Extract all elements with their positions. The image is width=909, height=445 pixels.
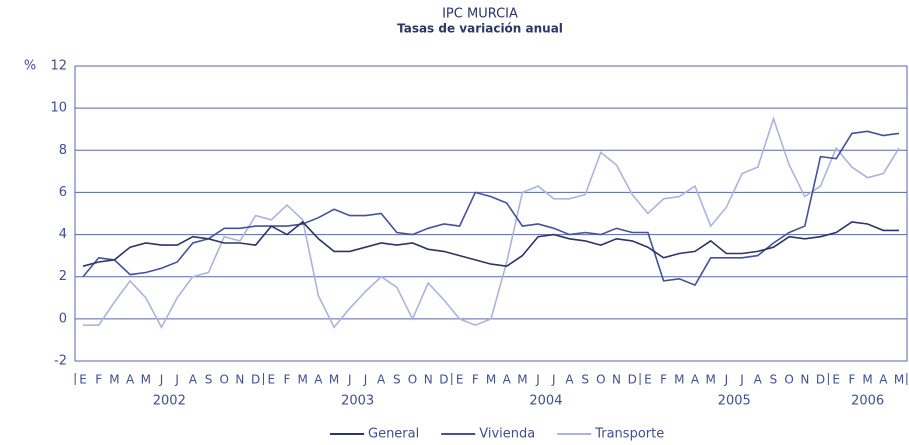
x-tick-label: F	[848, 373, 855, 387]
x-tick-label: N	[235, 373, 244, 387]
x-tick-label: J	[174, 373, 179, 387]
y-tick-label: -2	[54, 354, 67, 369]
y-tick-label: 2	[59, 269, 67, 284]
x-tick-label: M	[486, 373, 496, 387]
x-tick-label: A	[189, 373, 198, 387]
y-tick-label: 4	[59, 227, 67, 242]
series-line	[83, 116, 900, 330]
x-tick-label: M	[706, 373, 716, 387]
x-tick-label: D	[628, 373, 637, 387]
x-tick-label: O	[408, 373, 417, 387]
x-tick-label: N	[424, 373, 433, 387]
x-tick-label: E	[456, 373, 464, 387]
x-tick-label: A	[879, 373, 888, 387]
x-tick-label: J	[159, 373, 164, 387]
x-tick-label: E	[832, 373, 840, 387]
x-tick-label: A	[503, 373, 512, 387]
x-tick-label: E	[79, 373, 87, 387]
legend-label: General	[368, 427, 419, 442]
x-tick-label: J	[739, 373, 744, 387]
y-tick-label: 6	[59, 185, 67, 200]
legend-label: Transporte	[594, 427, 664, 442]
x-tick-label: O	[596, 373, 605, 387]
x-tick-label: E	[268, 373, 276, 387]
x-tick-label: M	[862, 373, 872, 387]
x-tick-label: O	[220, 373, 229, 387]
x-tick-label: M	[674, 373, 684, 387]
x-tick-label: J	[535, 373, 540, 387]
x-tick-label: J	[347, 373, 352, 387]
x-tick-label: A	[754, 373, 763, 387]
x-tick-label: E	[644, 373, 652, 387]
series-line	[82, 220, 899, 268]
x-tick-label: F	[472, 373, 479, 387]
series-line	[82, 130, 900, 287]
x-tick-label: M	[298, 373, 308, 387]
x-tick-label: S	[393, 373, 401, 387]
y-tick-label: 0	[59, 311, 67, 326]
x-tick-label: D	[816, 373, 825, 387]
x-tick-label: S	[581, 373, 589, 387]
x-tick-label: N	[612, 373, 621, 387]
year-label: 2004	[529, 394, 562, 409]
year-label: 2002	[153, 394, 186, 409]
y-tick-label: 8	[59, 143, 67, 158]
x-tick-label: A	[126, 373, 135, 387]
x-tick-label: A	[691, 373, 700, 387]
x-tick-label: M	[141, 373, 151, 387]
plot-border	[74, 65, 908, 362]
x-tick-label: J	[551, 373, 556, 387]
chart-title: IPC MURCIA	[442, 7, 518, 22]
year-label: 2006	[851, 394, 884, 409]
chart-subtitle: Tasas de variación anual	[397, 22, 563, 36]
x-tick-label: M	[329, 373, 339, 387]
x-tick-label: D	[251, 373, 260, 387]
x-tick-label: A	[377, 373, 386, 387]
x-tick-label: S	[205, 373, 213, 387]
x-tick-label: O	[784, 373, 793, 387]
x-tick-label: A	[314, 373, 323, 387]
legend-label: Vivienda	[479, 427, 535, 442]
x-tick-label: M	[109, 373, 119, 387]
y-tick-label: 12	[50, 59, 67, 74]
x-tick-label: F	[284, 373, 291, 387]
x-tick-label: F	[660, 373, 667, 387]
x-tick-label: J	[363, 373, 368, 387]
y-tick-label: 10	[50, 101, 67, 116]
x-tick-label: F	[95, 373, 102, 387]
x-tick-label: M	[517, 373, 527, 387]
x-tick-label: S	[770, 373, 778, 387]
x-tick-label: J	[724, 373, 729, 387]
x-tick-label: A	[565, 373, 574, 387]
x-tick-label: N	[800, 373, 809, 387]
year-label: 2005	[718, 394, 751, 409]
x-tick-label: M	[894, 373, 904, 387]
y-axis-label: %	[24, 59, 36, 74]
year-label: 2003	[341, 394, 374, 409]
x-tick-label: D	[439, 373, 448, 387]
